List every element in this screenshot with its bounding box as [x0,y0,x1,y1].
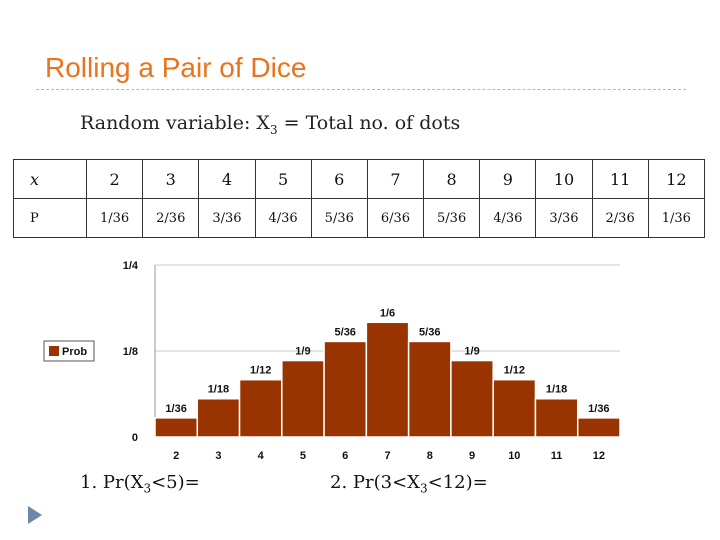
x-cell: 7 [366,159,425,199]
p-cell: 4/36 [479,198,537,238]
bar [281,359,325,438]
data-label: 1/36 [588,403,609,415]
x-tick-label: 5 [300,450,306,462]
question-2-subscript: 3 [419,481,428,496]
question-2: 2. Pr(3<X3<12)= [330,472,488,496]
bar [407,340,452,438]
data-label: 1/12 [504,365,525,377]
p-cell: 4/36 [254,198,312,238]
data-label: 5/36 [335,326,356,338]
x-tick-label: 9 [469,450,475,462]
p-cell: 1/36 [85,198,144,238]
data-label: 1/36 [165,403,186,415]
x-tick-label: 11 [551,450,563,462]
bar [323,340,368,438]
x-cell: 3 [142,159,200,199]
p-row: P 1/36 2/36 3/36 4/36 5/36 6/36 5/36 4/3… [13,198,706,238]
p-cell: 1/36 [647,198,706,238]
y-tick-label: 1/8 [123,346,138,358]
y-tick-label: 0 [132,432,138,444]
data-label: 1/18 [208,384,229,396]
bar [576,417,621,438]
next-arrow-icon[interactable] [28,506,42,524]
bar [450,359,494,438]
p-cell: 3/36 [535,198,593,238]
x-tick-label: 4 [258,450,265,462]
x-header: x [13,159,87,199]
legend-swatch [49,346,59,356]
x-tick-label: 7 [384,450,390,462]
x-tick-label: 6 [342,450,348,462]
bar [492,378,537,438]
data-label: 1/18 [546,384,567,396]
bar [154,417,199,438]
subtitle-text: Random variable: X [80,112,270,134]
question-1-text-end: <5)= [151,472,200,493]
p-cell: 2/36 [142,198,200,238]
slide-subtitle: Random variable: X3 = Total no. of dots [80,112,460,137]
p-header: P [13,198,87,238]
x-tick-label: 2 [173,450,179,462]
x-tick-label: 3 [215,450,221,462]
y-tick-label: 1/4 [123,260,139,272]
x-tick-label: 8 [427,450,433,462]
data-label: 1/6 [380,307,395,319]
question-1-text: 1. Pr(X [80,472,144,493]
subtitle-text-end: = Total no. of dots [277,112,461,134]
p-cell: 2/36 [591,198,649,238]
subtitle-subscript: 3 [269,122,278,137]
x-tick-label: 10 [508,450,520,462]
x-cell: 12 [647,159,706,199]
question-2-text: 2. Pr(3<X [330,472,420,493]
question-1: 1. Pr(X3<5)= [80,472,200,496]
bar [196,397,241,438]
x-cell: 6 [310,159,368,199]
bar [365,321,410,438]
bar [534,397,579,438]
p-cell: 5/36 [423,198,481,238]
question-2-text-end: <12)= [427,472,488,493]
x-tick-label: 12 [593,450,605,462]
question-1-subscript: 3 [143,481,152,496]
legend-label: Prob [62,346,87,358]
data-label: 1/9 [295,346,310,358]
data-label: 1/9 [464,346,479,358]
title-divider [36,89,686,90]
pmf-table: x 2 3 4 5 6 7 8 9 10 11 12 P 1/36 2/36 3… [13,159,706,238]
data-label: 5/36 [419,326,440,338]
p-cell: 6/36 [366,198,425,238]
slide-title: Rolling a Pair of Dice [45,52,307,83]
data-label: 1/12 [250,365,271,377]
x-cell: 11 [591,159,649,199]
bar [238,378,283,438]
